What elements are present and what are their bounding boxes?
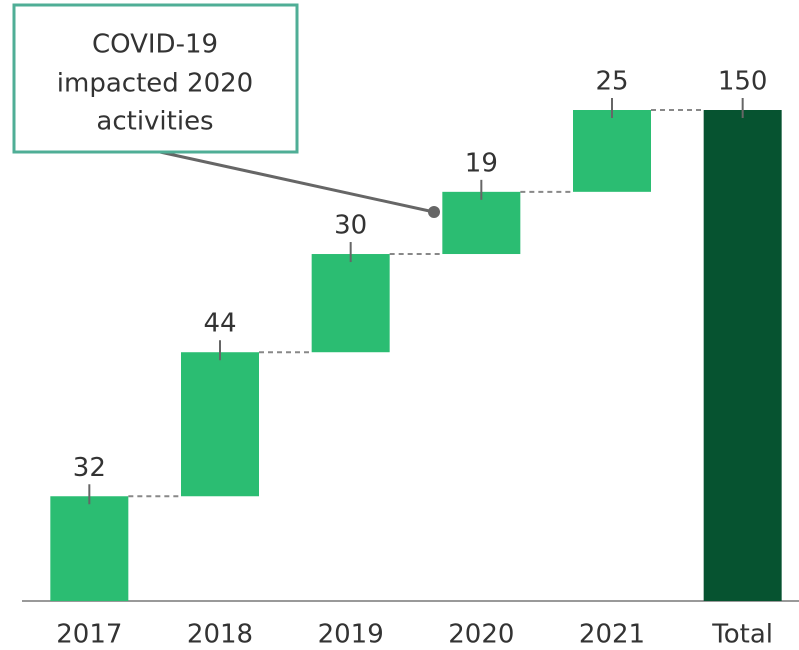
bar — [311, 254, 390, 353]
bar — [573, 110, 651, 192]
annotation: COVID-19 impacted 2020 activities — [12, 3, 440, 218]
value-label: 44 — [203, 309, 236, 339]
value-label: 32 — [73, 453, 106, 483]
annotation-leader — [159, 150, 435, 214]
x-tick-label: 2019 — [318, 620, 384, 650]
value-label: 150 — [718, 67, 768, 97]
annotation-text: impacted 2020 — [57, 69, 253, 99]
value-label: 25 — [595, 67, 628, 97]
value-label: 30 — [334, 211, 367, 241]
total-bar — [703, 110, 782, 601]
annotation-text: COVID-19 — [92, 30, 218, 60]
bar — [181, 352, 259, 497]
value-label: 19 — [465, 148, 498, 178]
bar — [442, 191, 521, 255]
x-tick-label: 2017 — [56, 620, 122, 650]
x-tick-label: 2018 — [187, 620, 253, 650]
annotation-text: activities — [96, 107, 213, 137]
annotation-box — [12, 3, 299, 154]
x-tick-label: Total — [711, 620, 773, 650]
x-tick-label: 2021 — [579, 620, 645, 650]
annotation-dot — [428, 206, 440, 218]
bar — [50, 496, 129, 601]
x-tick-label: 2020 — [448, 620, 514, 650]
